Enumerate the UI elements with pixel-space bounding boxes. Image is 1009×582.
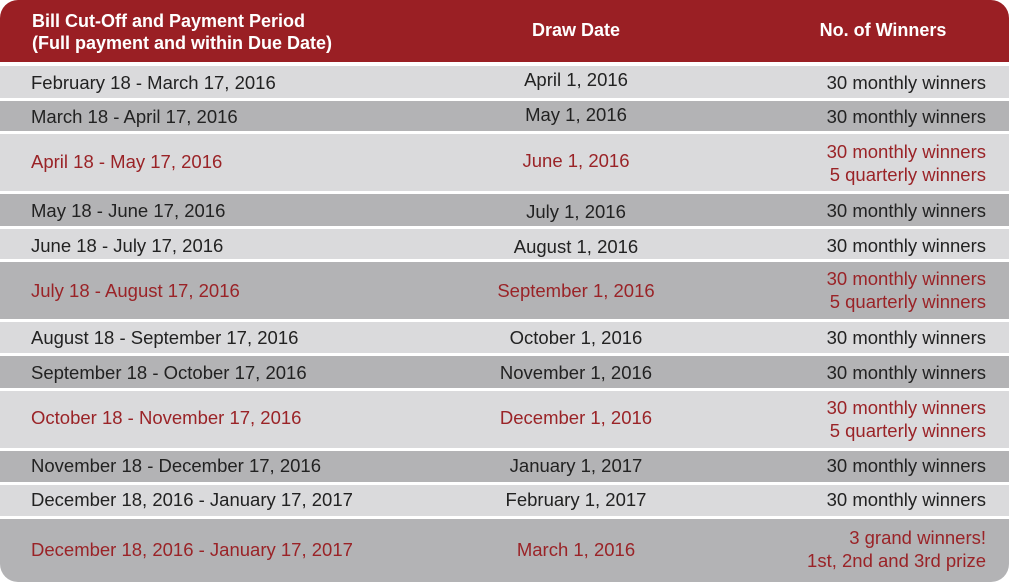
table-row: August 18 - September 17, 2016 October 1,… xyxy=(0,322,1009,353)
period-cell: February 18 - March 17, 2016 xyxy=(31,72,276,93)
table-row: December 18, 2016 - January 17, 2017 Febr… xyxy=(0,485,1009,516)
period-cell: August 18 - September 17, 2016 xyxy=(31,327,299,348)
period-cell: September 18 - October 17, 2016 xyxy=(31,362,307,383)
period-cell: November 18 - December 17, 2016 xyxy=(31,455,321,476)
winners-line: 30 monthly winners xyxy=(826,106,986,127)
table-row: December 18, 2016 - January 17, 2017 Marc… xyxy=(0,519,1009,582)
draw-date-cell: July 1, 2016 xyxy=(526,201,626,222)
table-row: May 18 - June 17, 2016 July 1, 2016 30 mon… xyxy=(0,194,1009,226)
draw-date-cell: April 1, 2016 xyxy=(524,69,628,90)
winners-line: 30 monthly winners xyxy=(826,235,986,256)
draw-date-cell: January 1, 2017 xyxy=(509,455,643,476)
winners-cell: 30 monthly winners xyxy=(827,489,986,512)
winners-cell: 30 monthly winners 5 quarterly winners xyxy=(827,268,986,313)
draw-date-cell: September 1, 2016 xyxy=(497,280,655,301)
winners-line: 30 monthly winners xyxy=(826,72,986,93)
winners-line: 3 grand winners! xyxy=(849,527,986,548)
winners-line: 30 monthly winners xyxy=(826,327,986,348)
winners-line: 5 quarterly winners xyxy=(829,290,986,312)
winners-line: 5 quarterly winners xyxy=(829,163,986,185)
draw-date-cell: November 1, 2016 xyxy=(499,362,653,383)
table-row: October 18 - November 17, 2016 December 1… xyxy=(0,391,1009,448)
period-cell: June 18 - July 17, 2016 xyxy=(31,235,224,256)
winners-cell: 3 grand winners! 1st, 2nd and 3rd prize xyxy=(807,527,986,572)
table-row: February 18 - March 17, 2016 April 1, 201… xyxy=(0,66,1009,98)
header-draw-date: Draw Date xyxy=(531,20,621,40)
period-cell: July 18 - August 17, 2016 xyxy=(31,280,240,301)
winners-line: 30 monthly winners xyxy=(826,200,986,221)
draw-date-cell: February 1, 2017 xyxy=(505,489,647,510)
period-cell: March 18 - April 17, 2016 xyxy=(31,106,238,127)
draw-date-cell: October 1, 2016 xyxy=(509,327,643,348)
winners-line: 30 monthly winners xyxy=(826,141,986,162)
winners-line: 30 monthly winners xyxy=(826,362,986,383)
winners-cell: 30 monthly winners xyxy=(827,106,986,129)
table-row: March 18 - April 17, 2016 May 1, 2016 30 m… xyxy=(0,101,1009,131)
winners-line: 30 monthly winners xyxy=(826,268,986,289)
period-cell: October 18 - November 17, 2016 xyxy=(31,407,302,428)
winners-cell: 30 monthly winners xyxy=(827,327,986,350)
table-row: November 18 - December 17, 2016 January 1… xyxy=(0,451,1009,482)
table-header: Bill Cut-Off and Payment Period (Full pa… xyxy=(0,0,1009,62)
winners-cell: 30 monthly winners xyxy=(827,362,986,385)
draw-date-cell: August 1, 2016 xyxy=(513,236,639,257)
draw-date-cell: May 1, 2016 xyxy=(525,104,627,125)
winners-cell: 30 monthly winners 5 quarterly winners xyxy=(827,141,986,186)
header-period-line1: Bill Cut-Off and Payment Period xyxy=(32,11,306,31)
period-cell: April 18 - May 17, 2016 xyxy=(31,151,223,172)
period-cell: December 18, 2016 - January 17, 2017 xyxy=(31,539,353,560)
table-row: September 18 - October 17, 2016 November … xyxy=(0,356,1009,388)
winners-cell: 30 monthly winners xyxy=(827,200,986,223)
winners-line: 5 quarterly winners xyxy=(829,419,986,441)
header-period: Bill Cut-Off and Payment Period (Full pa… xyxy=(32,10,452,54)
table-row: July 18 - August 17, 2016 September 1, 20… xyxy=(0,262,1009,319)
winners-line: 30 monthly winners xyxy=(826,397,986,418)
header-period-line2: (Full payment and within Due Date) xyxy=(32,33,333,53)
winners-cell: 30 monthly winners xyxy=(827,72,986,95)
winners-line: 30 monthly winners xyxy=(826,455,986,476)
winners-line: 30 monthly winners xyxy=(826,489,986,510)
draw-date-cell: December 1, 2016 xyxy=(499,407,653,428)
winners-cell: 30 monthly winners xyxy=(827,235,986,258)
draw-date-cell: March 1, 2016 xyxy=(516,539,636,560)
winners-line: 1st, 2nd and 3rd prize xyxy=(807,549,986,571)
winners-cell: 30 monthly winners 5 quarterly winners xyxy=(827,397,986,442)
table-row: June 18 - July 17, 2016 August 1, 2016 30 … xyxy=(0,229,1009,259)
winners-cell: 30 monthly winners xyxy=(827,455,986,478)
draw-date-cell: June 1, 2016 xyxy=(522,150,630,171)
table-row: April 18 - May 17, 2016 June 1, 2016 30 mo… xyxy=(0,134,1009,191)
period-cell: May 18 - June 17, 2016 xyxy=(31,200,226,221)
period-cell: December 18, 2016 - January 17, 2017 xyxy=(31,489,353,510)
header-winners: No. of Winners xyxy=(819,20,947,40)
